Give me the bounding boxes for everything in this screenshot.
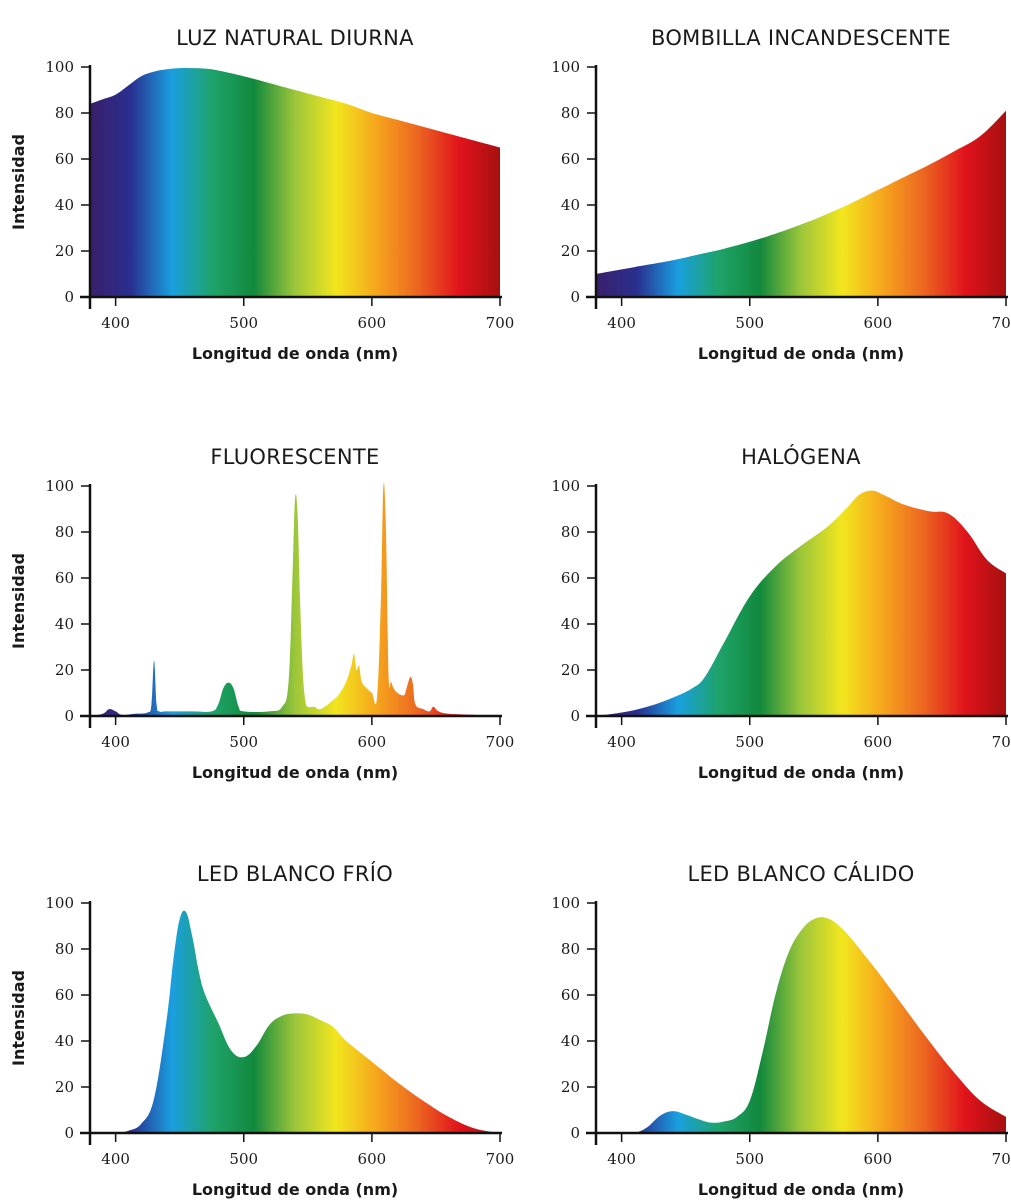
chart-title: BOMBILLA INCANDESCENTE — [651, 26, 951, 50]
spectrum-area — [596, 490, 1006, 716]
chart-title: LED BLANCO CÁLIDO — [687, 861, 914, 886]
x-tick-label: 700 — [992, 733, 1011, 751]
y-axis-title: Intensidad — [9, 134, 28, 230]
x-axis-title: Longitud de onda (nm) — [698, 344, 904, 363]
y-tick-label: 20 — [561, 242, 580, 260]
y-axis-title: Intensidad — [9, 970, 28, 1066]
x-tick-label: 700 — [992, 1150, 1011, 1168]
x-tick-label: 400 — [607, 314, 636, 332]
y-tick-label: 0 — [64, 707, 74, 725]
y-tick-label: 20 — [55, 1078, 74, 1096]
x-axis-title: Longitud de onda (nm) — [698, 1180, 904, 1199]
y-tick-label: 0 — [64, 1124, 74, 1142]
spectrum-area — [90, 910, 500, 1134]
chart-title: LED BLANCO FRÍO — [197, 861, 393, 886]
y-tick-label: 80 — [55, 104, 74, 122]
y-tick-label: 0 — [570, 1124, 580, 1142]
x-tick-label: 500 — [229, 1150, 258, 1168]
x-tick-label: 500 — [735, 314, 764, 332]
y-tick-label: 60 — [55, 986, 74, 1004]
x-tick-label: 700 — [486, 314, 515, 332]
y-tick-label: 80 — [561, 523, 580, 541]
x-tick-label: 600 — [358, 314, 387, 332]
y-tick-label: 100 — [45, 894, 74, 912]
chart-fluorescente: FLUORESCENTE 0 20 40 60 80 100 400 500 600 700 Long… — [9, 445, 514, 782]
y-tick-label: 20 — [561, 661, 580, 679]
x-tick-label: 400 — [101, 314, 130, 332]
y-tick-label: 0 — [570, 288, 580, 306]
y-tick-label: 40 — [55, 196, 74, 214]
y-tick-label: 100 — [45, 477, 74, 495]
y-tick-label: 0 — [64, 288, 74, 306]
x-tick-label: 500 — [735, 733, 764, 751]
y-tick-label: 80 — [55, 523, 74, 541]
x-tick-label: 600 — [358, 733, 387, 751]
x-axis-title: Longitud de onda (nm) — [192, 344, 398, 363]
y-tick-label: 40 — [561, 615, 580, 633]
x-tick-label: 500 — [735, 1150, 764, 1168]
chart-led-blanco-calido: LED BLANCO CÁLIDO 0 20 40 60 80 100 400 500 600 70… — [551, 861, 1011, 1199]
x-tick-label: 700 — [486, 1150, 515, 1168]
x-tick-label: 700 — [992, 314, 1011, 332]
y-tick-label: 60 — [561, 150, 580, 168]
chart-title: FLUORESCENTE — [210, 445, 379, 469]
x-tick-label: 600 — [864, 1150, 893, 1168]
spectrum-area — [90, 482, 500, 716]
x-tick-label: 600 — [358, 1150, 387, 1168]
chart-led-blanco-frio: LED BLANCO FRÍO 0 20 40 60 80 100 400 500 600 700 L… — [9, 861, 514, 1199]
y-tick-label: 60 — [55, 569, 74, 587]
y-tick-label: 60 — [561, 569, 580, 587]
x-tick-label: 400 — [607, 1150, 636, 1168]
x-axis-title: Longitud de onda (nm) — [698, 763, 904, 782]
y-tick-label: 20 — [561, 1078, 580, 1096]
y-tick-label: 80 — [561, 940, 580, 958]
y-tick-label: 0 — [570, 707, 580, 725]
chart-bombilla-incandescente: BOMBILLA INCANDESCENTE 0 20 40 60 80 100 400 500… — [551, 26, 1011, 363]
x-tick-label: 500 — [229, 733, 258, 751]
y-tick-label: 20 — [55, 242, 74, 260]
y-tick-label: 40 — [55, 615, 74, 633]
y-tick-label: 100 — [551, 894, 580, 912]
y-tick-label: 40 — [561, 1032, 580, 1050]
y-tick-label: 100 — [551, 58, 580, 76]
y-tick-label: 80 — [55, 940, 74, 958]
y-tick-label: 60 — [561, 986, 580, 1004]
y-tick-label: 20 — [55, 661, 74, 679]
x-axis-title: Longitud de onda (nm) — [192, 763, 398, 782]
y-tick-label: 40 — [561, 196, 580, 214]
x-tick-label: 700 — [486, 733, 515, 751]
chart-title: LUZ NATURAL DIURNA — [176, 26, 414, 50]
x-tick-label: 400 — [607, 733, 636, 751]
x-tick-label: 500 — [229, 314, 258, 332]
y-tick-label: 40 — [55, 1032, 74, 1050]
chart-title: HALÓGENA — [741, 444, 861, 469]
chart-halogena: HALÓGENA 0 20 40 60 80 100 400 500 600 700 Longitud… — [551, 444, 1011, 782]
x-axis-title: Longitud de onda (nm) — [192, 1180, 398, 1199]
chart-luz-natural-diurna: LUZ NATURAL DIURNA 0 20 40 60 80 100 400 500 600 7… — [9, 26, 514, 363]
y-tick-label: 100 — [45, 58, 74, 76]
y-tick-label: 60 — [55, 150, 74, 168]
y-axis-title: Intensidad — [9, 553, 28, 649]
y-tick-label: 80 — [561, 104, 580, 122]
x-tick-label: 400 — [101, 1150, 130, 1168]
y-tick-label: 100 — [551, 477, 580, 495]
spectrum-area — [90, 68, 500, 297]
spectrum-area — [596, 110, 1006, 297]
spectrum-area — [596, 917, 1006, 1134]
x-tick-label: 600 — [864, 314, 893, 332]
x-tick-label: 400 — [101, 733, 130, 751]
x-tick-label: 600 — [864, 733, 893, 751]
